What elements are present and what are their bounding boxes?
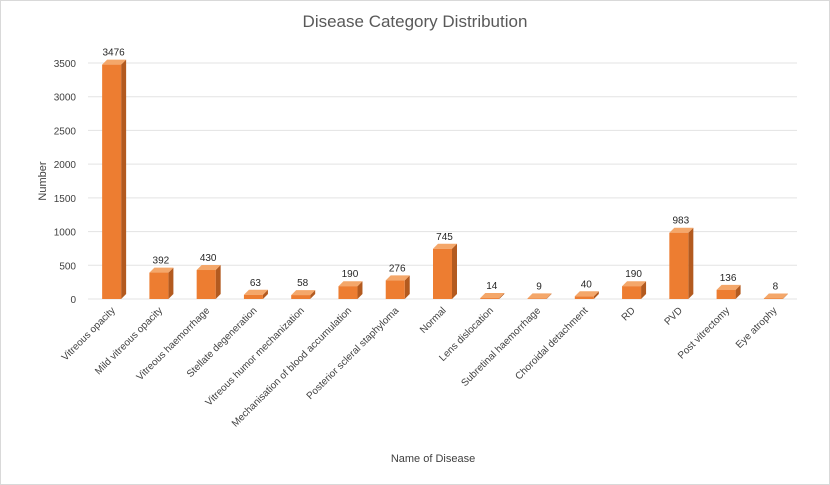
bar (385, 275, 410, 299)
y-tick-label: 3000 (54, 93, 77, 104)
bar (480, 293, 505, 299)
bar-top (480, 293, 505, 299)
bar (574, 291, 599, 299)
bar-side (121, 59, 127, 299)
category-label: Eye atrophy (734, 305, 780, 351)
data-label: 3476 (103, 48, 126, 59)
category-label: Vitreous humor mechanization (204, 305, 307, 408)
bar-top (622, 281, 647, 287)
category-label: RD (620, 305, 638, 323)
bar-top (527, 293, 552, 299)
bar-front (196, 270, 216, 299)
y-tick-label: 2000 (54, 160, 77, 171)
data-label: 392 (153, 256, 170, 267)
bar-side (215, 265, 221, 299)
bar-side (593, 291, 599, 299)
bar-side (404, 275, 410, 299)
bar-side (782, 293, 788, 299)
data-label: 136 (720, 273, 737, 284)
bar-side (641, 281, 647, 299)
bar-front (763, 298, 783, 299)
bar-front (622, 286, 642, 299)
y-tick-label: 3500 (54, 59, 77, 70)
bar-top (716, 284, 741, 290)
bars (102, 59, 788, 299)
bar-side (168, 267, 174, 299)
bar-side (735, 284, 741, 299)
bar-side (262, 289, 268, 299)
bar (243, 289, 268, 299)
category-label: Normal (418, 305, 449, 336)
bar-top (763, 293, 788, 299)
bar-top (102, 59, 127, 65)
y-axis-title: Number (37, 161, 49, 200)
y-tick-label: 1500 (54, 194, 77, 205)
bar-front (291, 295, 311, 299)
category-label: PVD (663, 305, 685, 327)
bar-top (291, 290, 316, 296)
data-label: 430 (200, 253, 217, 264)
bar (338, 281, 363, 299)
bar (669, 227, 694, 299)
bar-side (357, 281, 363, 299)
data-label: 983 (672, 216, 689, 227)
bar (196, 265, 221, 299)
data-label: 58 (297, 278, 309, 289)
bar-side (688, 227, 694, 299)
bar-top (669, 227, 694, 233)
bar-top (149, 267, 174, 273)
y-tick-label: 0 (70, 295, 76, 306)
bar-front (480, 298, 500, 299)
bar-side (452, 243, 457, 299)
bar-side (310, 290, 316, 299)
data-label: 276 (389, 263, 406, 274)
chart-title: Disease Category Distribution (303, 12, 528, 31)
bar (291, 290, 316, 299)
bar-top (338, 281, 363, 287)
bar (763, 293, 788, 299)
bar-front (385, 280, 405, 299)
y-tick-label: 500 (59, 261, 76, 272)
data-label: 190 (625, 269, 642, 280)
data-label: 63 (250, 278, 262, 289)
bar-top (243, 289, 268, 295)
bar (716, 284, 741, 299)
bar-front (527, 298, 547, 299)
bar (527, 293, 552, 299)
bar-top (574, 291, 599, 297)
bar (149, 267, 174, 299)
bar-front (574, 296, 594, 299)
data-label: 190 (342, 269, 359, 280)
bar (622, 281, 647, 299)
bar-front (243, 294, 263, 299)
data-label: 745 (436, 232, 453, 243)
category-label: Posterior scleral staphyloma (305, 305, 402, 402)
bar-front (669, 232, 689, 299)
bar-top (385, 275, 410, 281)
bar (102, 59, 127, 299)
bar-side (499, 293, 505, 299)
y-tick-label: 1000 (54, 228, 77, 239)
bar-front (149, 272, 169, 299)
category-label: Post vitrectomy (676, 305, 732, 361)
category-label: Subretinal haemorrhage (460, 305, 544, 389)
data-label: 40 (581, 279, 593, 290)
bar-front (433, 248, 452, 299)
bar (433, 243, 457, 299)
y-tick-labels: 0 500 1000 1500 2000 2500 3000 3500 (54, 59, 77, 306)
y-tick-label: 2500 (54, 126, 77, 137)
bar-top (433, 243, 457, 249)
data-label: 14 (486, 281, 498, 292)
data-labels: 3476 392 430 63 58 190 276 745 14 9 40 190 983 136 8 (103, 48, 779, 293)
x-axis-title: Name of Disease (391, 453, 475, 465)
bar-front (338, 286, 358, 299)
bar-front (716, 289, 736, 299)
bar-front (102, 64, 122, 299)
data-label: 9 (536, 281, 542, 292)
data-label: 8 (773, 281, 779, 292)
bar-side (546, 293, 552, 299)
bar-top (196, 265, 221, 271)
